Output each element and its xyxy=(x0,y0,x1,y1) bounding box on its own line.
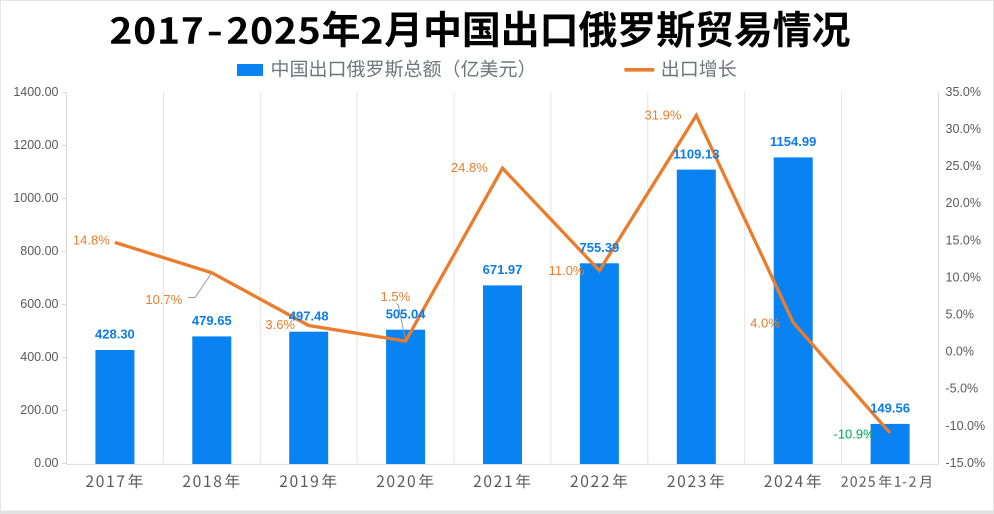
svg-text:1200.00: 1200.00 xyxy=(13,138,58,152)
svg-text:24.8%: 24.8% xyxy=(451,160,488,175)
svg-text:400.00: 400.00 xyxy=(20,350,58,364)
svg-text:0.00: 0.00 xyxy=(34,456,58,470)
svg-text:25.0%: 25.0% xyxy=(946,159,981,173)
svg-text:20.0%: 20.0% xyxy=(946,196,981,210)
svg-text:-10.0%: -10.0% xyxy=(946,419,986,433)
svg-text:1000.00: 1000.00 xyxy=(13,191,58,205)
svg-text:200.00: 200.00 xyxy=(20,403,58,417)
svg-text:1154.99: 1154.99 xyxy=(770,134,816,149)
svg-text:671.97: 671.97 xyxy=(483,262,523,277)
svg-text:30.0%: 30.0% xyxy=(946,122,981,136)
svg-text:11.0%: 11.0% xyxy=(549,263,585,278)
svg-text:149.56: 149.56 xyxy=(870,401,910,416)
svg-text:428.30: 428.30 xyxy=(95,327,135,342)
svg-text:10.7%: 10.7% xyxy=(145,292,182,307)
svg-text:-5.0%: -5.0% xyxy=(946,382,979,396)
svg-text:0.0%: 0.0% xyxy=(946,345,975,359)
svg-text:-15.0%: -15.0% xyxy=(946,456,986,470)
svg-text:15.0%: 15.0% xyxy=(946,233,981,247)
svg-text:35.0%: 35.0% xyxy=(946,85,981,99)
svg-text:800.00: 800.00 xyxy=(20,244,58,258)
svg-text:1400.00: 1400.00 xyxy=(13,85,58,99)
svg-text:31.9%: 31.9% xyxy=(645,108,682,123)
svg-text:755.39: 755.39 xyxy=(580,240,620,255)
svg-text:1109.13: 1109.13 xyxy=(673,146,719,161)
svg-text:-10.9%: -10.9% xyxy=(833,427,875,442)
svg-text:600.00: 600.00 xyxy=(20,297,58,311)
svg-text:497.48: 497.48 xyxy=(289,308,329,323)
svg-text:10.0%: 10.0% xyxy=(946,270,981,284)
svg-text:14.8%: 14.8% xyxy=(73,232,110,247)
svg-text:505.04: 505.04 xyxy=(386,306,427,321)
svg-text:5.0%: 5.0% xyxy=(946,308,975,322)
svg-text:4.0%: 4.0% xyxy=(750,316,780,331)
svg-text:3.6%: 3.6% xyxy=(265,317,295,332)
svg-text:1.5%: 1.5% xyxy=(381,289,411,304)
svg-text:479.65: 479.65 xyxy=(192,313,232,328)
